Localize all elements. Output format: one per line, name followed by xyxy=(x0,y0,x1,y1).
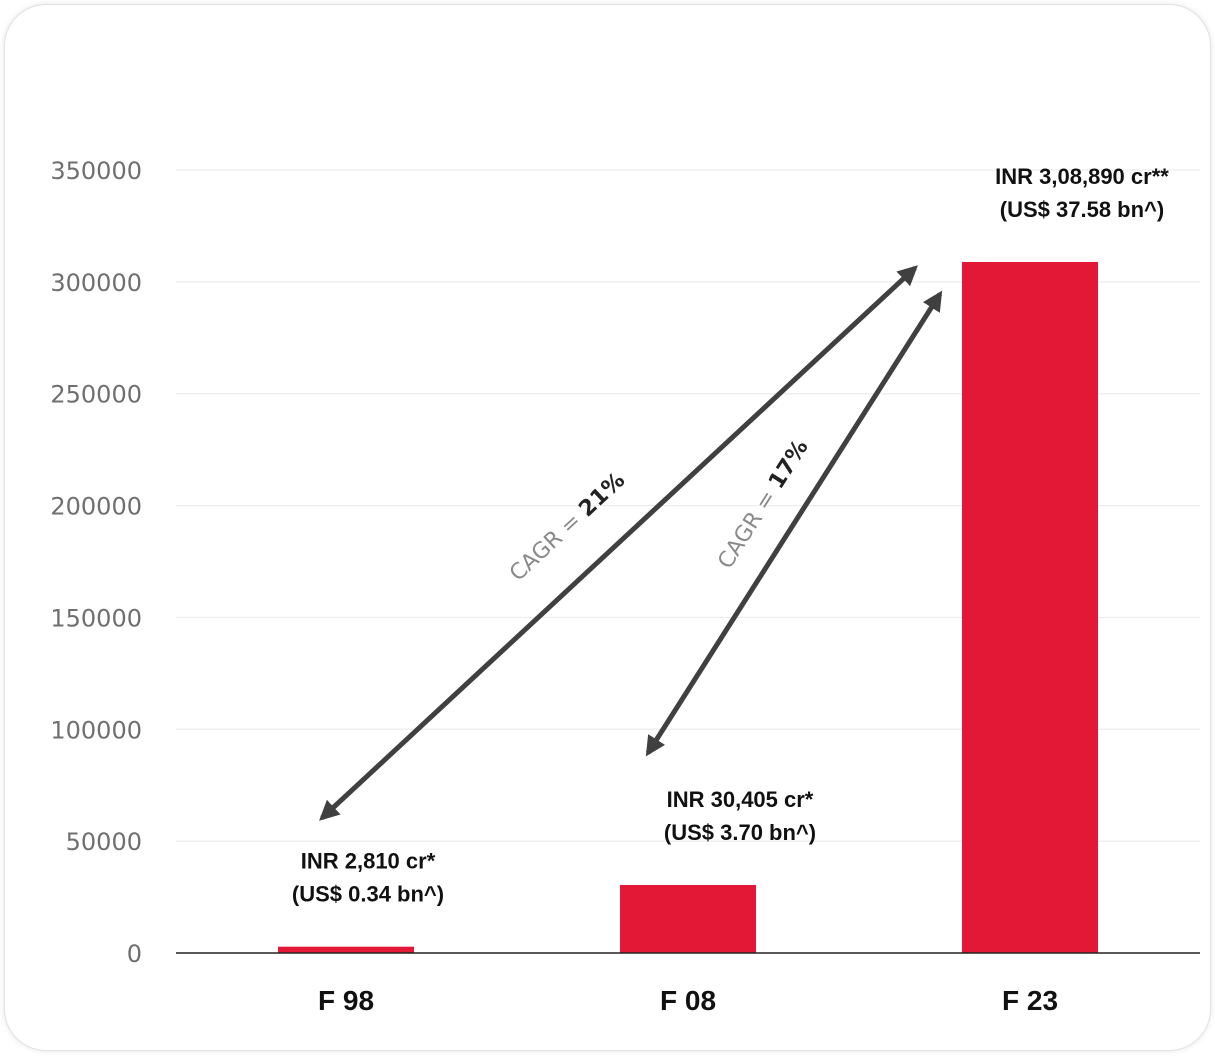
y-tick-label: 300000 xyxy=(50,269,142,297)
cagr-prefix: CAGR = xyxy=(713,480,785,573)
x-category-label: F 23 xyxy=(1002,985,1058,1016)
y-tick-label: 100000 xyxy=(50,716,142,744)
y-tick-label: 150000 xyxy=(50,604,142,632)
cagr-label: CAGR = 17% xyxy=(713,436,813,574)
bar xyxy=(962,261,1098,953)
y-tick-label: 0 xyxy=(127,940,142,968)
cagr-arrow xyxy=(645,290,943,757)
cagr-value: 17% xyxy=(764,436,813,494)
data-label: INR 2,810 cr* xyxy=(301,849,436,874)
y-tick-label: 250000 xyxy=(50,381,142,409)
cagr-prefix: CAGR = xyxy=(505,504,591,587)
data-label: (US$ 3.70 bn^) xyxy=(664,820,816,845)
x-category-label: F 98 xyxy=(318,985,374,1016)
data-label: INR 3,08,890 cr** xyxy=(995,164,1169,189)
x-category-label: F 08 xyxy=(660,985,716,1016)
bar xyxy=(620,884,756,953)
bar xyxy=(278,946,414,953)
data-label: (US$ 37.58 bn^) xyxy=(1000,197,1164,222)
cagr-arrow xyxy=(319,265,918,821)
data-label: INR 30,405 cr* xyxy=(667,787,814,812)
cagr-value: 21% xyxy=(575,468,631,522)
y-axis-ticks: 0 50000 100000 150000 200000 250000 300000 3500… xyxy=(50,157,142,968)
cagr-label: CAGR = 21% xyxy=(505,468,630,587)
y-tick-label: 50000 xyxy=(66,828,142,856)
cagr-arrows: CAGR = 21% CAGR = 17% xyxy=(319,265,943,821)
y-tick-label: 200000 xyxy=(50,493,142,521)
x-axis-categories: F 98 F 08 F 23 xyxy=(318,985,1058,1016)
bars xyxy=(278,261,1098,953)
y-tick-label: 350000 xyxy=(50,157,142,185)
data-label: (US$ 0.34 bn^) xyxy=(292,882,444,907)
